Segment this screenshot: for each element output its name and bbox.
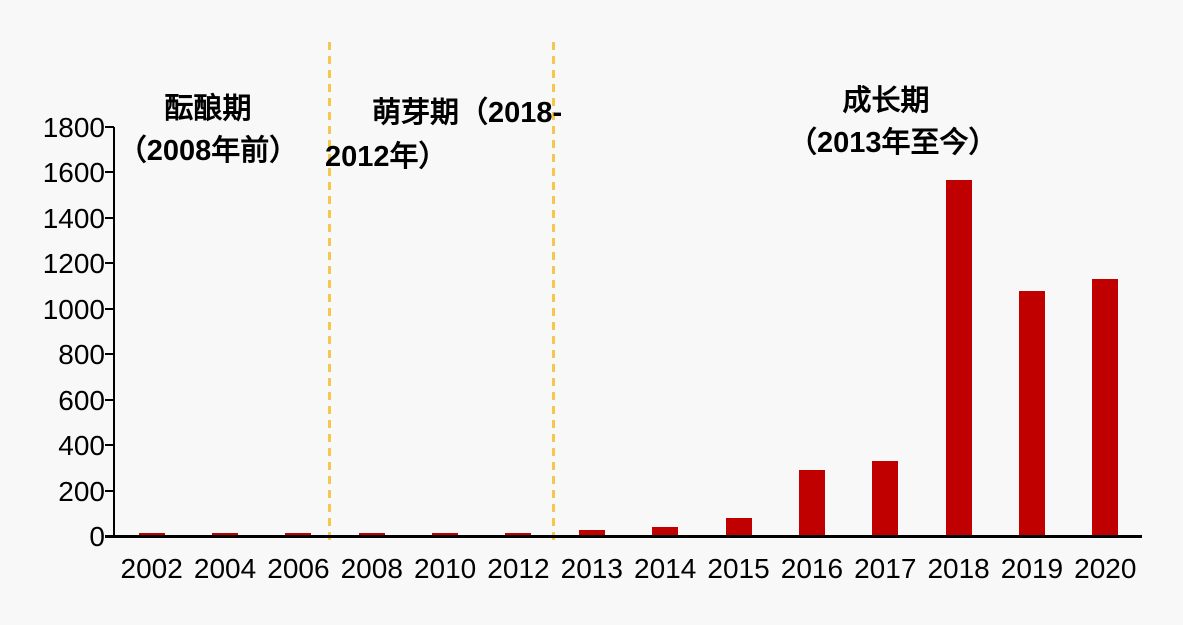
y-axis-tick-label: 200 [58,475,105,507]
y-axis-tick-label: 400 [58,430,105,462]
y-axis-tick-mark [105,353,114,356]
y-axis-tick-label: 1400 [42,202,105,234]
annotation-growth-period: 成长期 （2013年至今） [788,80,998,164]
bar-2002 [139,533,165,536]
y-axis-tick-mark [105,307,114,310]
y-axis-tick-mark [105,444,114,447]
annotation-line: （2008年前） [117,135,299,167]
y-axis-tick-label: 800 [58,339,105,371]
y-axis-tick-mark [105,398,114,401]
bar-2015 [726,518,752,536]
x-axis-tick-label: 2004 [193,553,257,584]
bar-2016 [799,470,825,536]
bar-2020 [1092,279,1118,536]
annotation-line: （2013年至今） [788,127,998,159]
annotation-incubation-period: 酝酿期 （2008年前） [113,88,303,172]
bar-2012 [505,533,531,536]
y-axis-tick-label: 0 [89,521,105,552]
x-axis-tick-label: 2008 [340,553,403,584]
y-axis-tick-mark [105,262,114,265]
annotation-line: 酝酿期 [164,93,252,125]
x-axis-tick-label: 2006 [267,553,330,584]
y-axis-tick-mark [105,126,114,128]
bar-2014 [652,527,678,536]
x-axis-tick-label: 2014 [634,553,697,584]
x-axis-tick-label: 2019 [1000,553,1064,584]
x-axis-line [105,535,1142,538]
bar-2010 [432,533,458,536]
x-axis-tick-label: 2010 [413,553,477,584]
bar-2013 [579,530,605,536]
annotation-sprout-period-line2: 2012年） [325,141,448,173]
x-axis-tick-label: 2002 [120,553,183,584]
y-axis-tick-mark [105,171,114,174]
bar-2006 [285,533,311,536]
x-axis-tick-label: 2020 [1074,553,1137,584]
annotation-line: 成长期 [842,85,930,117]
bar-2008 [359,533,385,536]
y-axis-tick-label: 1800 [42,112,105,143]
bar-2017 [872,461,898,536]
bar-2018 [946,180,972,536]
y-axis-tick-label: 1200 [42,248,105,280]
annotation-sprout-period-line1: 萌芽期（2018- [372,97,563,129]
y-axis-tick-label: 1600 [42,157,105,189]
x-axis-tick-label: 2016 [780,553,844,584]
x-axis-tick-label: 2015 [707,553,770,584]
x-axis-tick-label: 2018 [927,553,990,584]
y-axis-tick-label: 1000 [42,293,105,325]
y-axis-tick-label: 600 [58,384,105,416]
x-axis-tick-label: 2017 [854,553,917,584]
x-axis-tick-label: 2012 [487,553,550,584]
bar-2019 [1019,291,1045,536]
y-axis-tick-mark [105,489,114,492]
y-axis-line [113,127,115,537]
stage-divider-after-2012 [552,42,555,546]
bar-2004 [212,533,238,536]
x-axis-tick-label: 2013 [560,553,623,584]
y-axis-tick-mark [105,216,114,219]
stage-divider-after-2006 [328,42,331,546]
